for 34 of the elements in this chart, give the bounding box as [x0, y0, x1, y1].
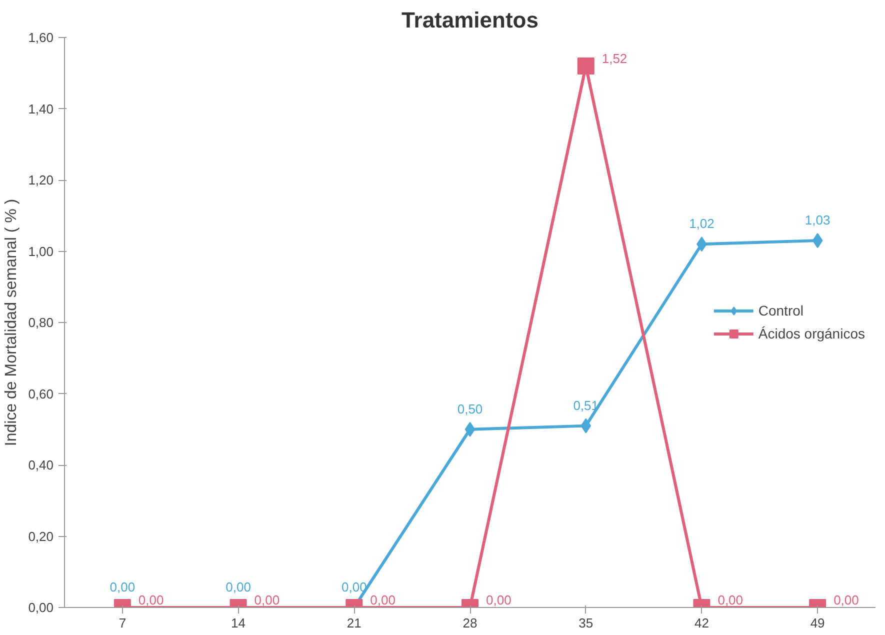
- data-label: 0,00: [226, 580, 251, 594]
- y-tick-label: 1,00: [28, 244, 54, 259]
- y-tick-label: 0,80: [28, 315, 54, 330]
- y-tick-label: 0,00: [28, 600, 54, 615]
- x-tick-label: 49: [810, 616, 825, 630]
- data-label: 0,50: [457, 401, 483, 416]
- data-label: 0,51: [573, 398, 599, 413]
- legend-label: Control: [758, 302, 804, 318]
- data-label: 0,00: [486, 592, 512, 608]
- data-label: 0,00: [370, 592, 396, 608]
- chart-title: Tratamientos: [402, 8, 538, 32]
- x-tick-label: 7: [118, 616, 126, 630]
- data-label: 0,00: [834, 592, 859, 608]
- x-tick-label: 14: [231, 616, 246, 630]
- data-label: 0,00: [254, 592, 280, 608]
- x-tick-label: 28: [462, 616, 478, 630]
- y-tick-label: 1,20: [28, 172, 54, 188]
- data-label: 1,03: [804, 212, 830, 228]
- x-tick-label: 42: [694, 616, 709, 630]
- legend-label: Ácidos orgánicos: [758, 326, 865, 342]
- y-tick-label: 0,20: [28, 528, 54, 544]
- y-tick-label: 1,40: [28, 101, 54, 116]
- y-axis-title: Indice de Mortalidad semanal ( % ): [3, 198, 20, 446]
- data-label: 0,00: [718, 592, 744, 608]
- data-label: 1,02: [689, 216, 714, 232]
- x-tick-label: 21: [346, 616, 362, 630]
- x-tick-label: 35: [578, 616, 594, 630]
- point: [812, 233, 823, 248]
- y-tick-label: 0,60: [28, 386, 54, 402]
- data-label: 0,00: [138, 592, 164, 608]
- data-label: 1,52: [602, 51, 628, 66]
- y-tick-label: 0,40: [28, 458, 54, 472]
- data-label: 0,00: [110, 580, 136, 594]
- y-tick-label: 1,60: [28, 30, 54, 45]
